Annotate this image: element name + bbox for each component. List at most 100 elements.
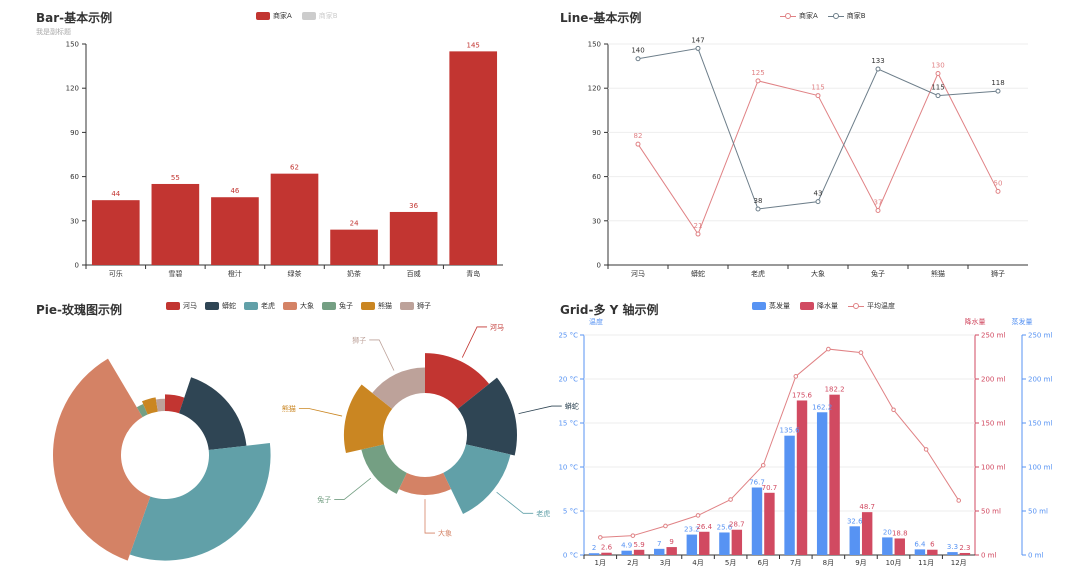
legend-item-熊猫[interactable]: 熊猫 bbox=[361, 301, 392, 311]
legend-swatch bbox=[205, 302, 219, 310]
legend-item-蟒蛇[interactable]: 蟒蛇 bbox=[205, 301, 236, 311]
grid-left-tick-label: 15 °C bbox=[558, 420, 578, 428]
grid-bar-precipitation bbox=[633, 549, 645, 555]
bar-x-tick-label: 橙汁 bbox=[228, 269, 242, 278]
grid-precipitation-label: 5.9 bbox=[634, 541, 645, 549]
grid-left-tick-label: 10 °C bbox=[558, 464, 578, 472]
line-point bbox=[875, 207, 881, 213]
legend-label: 河马 bbox=[183, 302, 197, 310]
grid-x-tick-label: 8月 bbox=[823, 559, 834, 567]
line-point bbox=[995, 188, 1001, 194]
bar-data-label: 36 bbox=[409, 202, 418, 210]
legend-item-老虎[interactable]: 老虎 bbox=[244, 301, 275, 311]
rose-label: 蟒蛇 bbox=[565, 402, 579, 411]
rose-label-line bbox=[298, 408, 343, 417]
rose-radius-sector bbox=[165, 394, 185, 414]
bar-y-tick-label: 90 bbox=[70, 129, 79, 137]
rose-label-line bbox=[424, 499, 435, 534]
legend-label: 商家B bbox=[846, 12, 866, 20]
grid-left-tick-label: 20 °C bbox=[558, 376, 578, 384]
grid-temp-point bbox=[826, 346, 831, 352]
grid-x-tick-label: 10月 bbox=[886, 559, 902, 567]
legend-item-狮子[interactable]: 狮子 bbox=[400, 301, 431, 311]
legend-line-icon bbox=[848, 302, 864, 310]
grid-precipitation-label: 18.8 bbox=[892, 529, 908, 537]
grid-temp-line bbox=[600, 348, 960, 538]
rose-area-sector bbox=[343, 384, 393, 454]
line-point bbox=[695, 231, 701, 237]
legend-item-shopA[interactable]: 商家A bbox=[256, 11, 292, 21]
legend-item-shopA[interactable]: 商家A bbox=[780, 11, 818, 21]
grid-evaporation-label: 6.4 bbox=[914, 540, 926, 548]
grid-right1-tick-label: 150 ml bbox=[981, 420, 1005, 428]
line-x-tick-label: 河马 bbox=[631, 270, 645, 278]
line-data-label: 50 bbox=[994, 179, 1003, 187]
line-point bbox=[995, 88, 1001, 94]
grid-right1-tick-label: 200 ml bbox=[981, 376, 1005, 384]
grid-temp-point bbox=[858, 350, 864, 355]
bar-mark bbox=[449, 51, 498, 265]
grid-bar-evaporation bbox=[816, 412, 828, 555]
grid-bar-precipitation bbox=[699, 531, 710, 555]
bar-y-tick-label: 30 bbox=[70, 217, 79, 225]
line-x-tick-label: 狮子 bbox=[991, 270, 1005, 278]
line-point bbox=[755, 206, 761, 212]
bar-mark bbox=[151, 183, 200, 265]
rose-area-sector bbox=[425, 353, 490, 409]
legend-swatch bbox=[166, 302, 180, 310]
grid-bar-precipitation bbox=[796, 400, 808, 555]
rose-radius-sector bbox=[129, 443, 271, 561]
legend-item-avg-temp[interactable]: 平均温度 bbox=[848, 301, 895, 311]
rose-area-sector bbox=[361, 444, 407, 494]
legend-swatch bbox=[400, 302, 414, 310]
legend-label: 蒸发量 bbox=[769, 302, 790, 310]
grid-title: Grid-多 Y 轴示例 bbox=[560, 303, 659, 317]
line-point bbox=[695, 45, 701, 51]
legend-label: 蟒蛇 bbox=[222, 302, 236, 310]
legend-item-shopB[interactable]: 商家B bbox=[301, 11, 338, 21]
legend-item-河马[interactable]: 河马 bbox=[166, 301, 197, 311]
rose-label: 熊猫 bbox=[282, 404, 296, 413]
grid-right2-tick-label: 0 ml bbox=[1028, 552, 1043, 560]
rose-area-sector bbox=[457, 377, 517, 456]
legend-item-shopB[interactable]: 商家B bbox=[827, 11, 866, 21]
grid-temp-point bbox=[728, 497, 733, 502]
grid-evaporation-label: 2 bbox=[592, 544, 596, 552]
grid-bar-evaporation bbox=[588, 553, 600, 555]
line-y-tick-label: 120 bbox=[588, 85, 601, 93]
legend-item-兔子[interactable]: 兔子 bbox=[322, 301, 353, 311]
grid-precipitation-label: 28.7 bbox=[729, 521, 745, 529]
grid-bar-precipitation bbox=[861, 512, 873, 555]
legend-swatch bbox=[361, 302, 375, 310]
rose-radius-sector bbox=[141, 397, 158, 415]
grid-x-tick-label: 2月 bbox=[627, 559, 638, 567]
legend-item-precipitation[interactable]: 降水量 bbox=[800, 301, 838, 311]
line-point bbox=[875, 66, 881, 72]
grid-evaporation-label: 4.9 bbox=[621, 542, 632, 550]
bar-subtitle: 我是副标题 bbox=[36, 28, 71, 36]
legend-label: 商家A bbox=[799, 12, 818, 20]
grid-temp-point bbox=[630, 533, 636, 538]
grid-right2-tick-label: 100 ml bbox=[1028, 464, 1052, 472]
rose-label-line bbox=[496, 491, 534, 514]
legend-item-evaporation[interactable]: 蒸发量 bbox=[752, 301, 790, 311]
line-data-label: 21 bbox=[694, 222, 703, 230]
line-y-tick-label: 60 bbox=[592, 173, 601, 181]
legend-swatch bbox=[752, 302, 766, 310]
grid-x-tick-label: 3月 bbox=[660, 559, 671, 567]
grid-evaporation-label: 135.6 bbox=[780, 427, 801, 435]
grid-right1-tick-label: 100 ml bbox=[981, 464, 1005, 472]
grid-x-tick-label: 12月 bbox=[951, 559, 967, 567]
grid-x-tick-label: 1月 bbox=[595, 559, 606, 567]
rose-label-line bbox=[461, 326, 488, 358]
line-point bbox=[815, 199, 821, 205]
bar-x-tick-label: 可乐 bbox=[109, 269, 123, 278]
grid-temp-point bbox=[891, 407, 896, 413]
line-series-shopB bbox=[637, 47, 999, 210]
bar-x-tick-label: 绿茶 bbox=[288, 269, 302, 278]
grid-bar-evaporation bbox=[947, 552, 958, 555]
bar-data-label: 24 bbox=[350, 220, 359, 228]
bar-mark bbox=[330, 229, 378, 265]
legend-item-大象[interactable]: 大象 bbox=[283, 301, 314, 311]
pie-title: Pie-玫瑰图示例 bbox=[36, 303, 123, 317]
